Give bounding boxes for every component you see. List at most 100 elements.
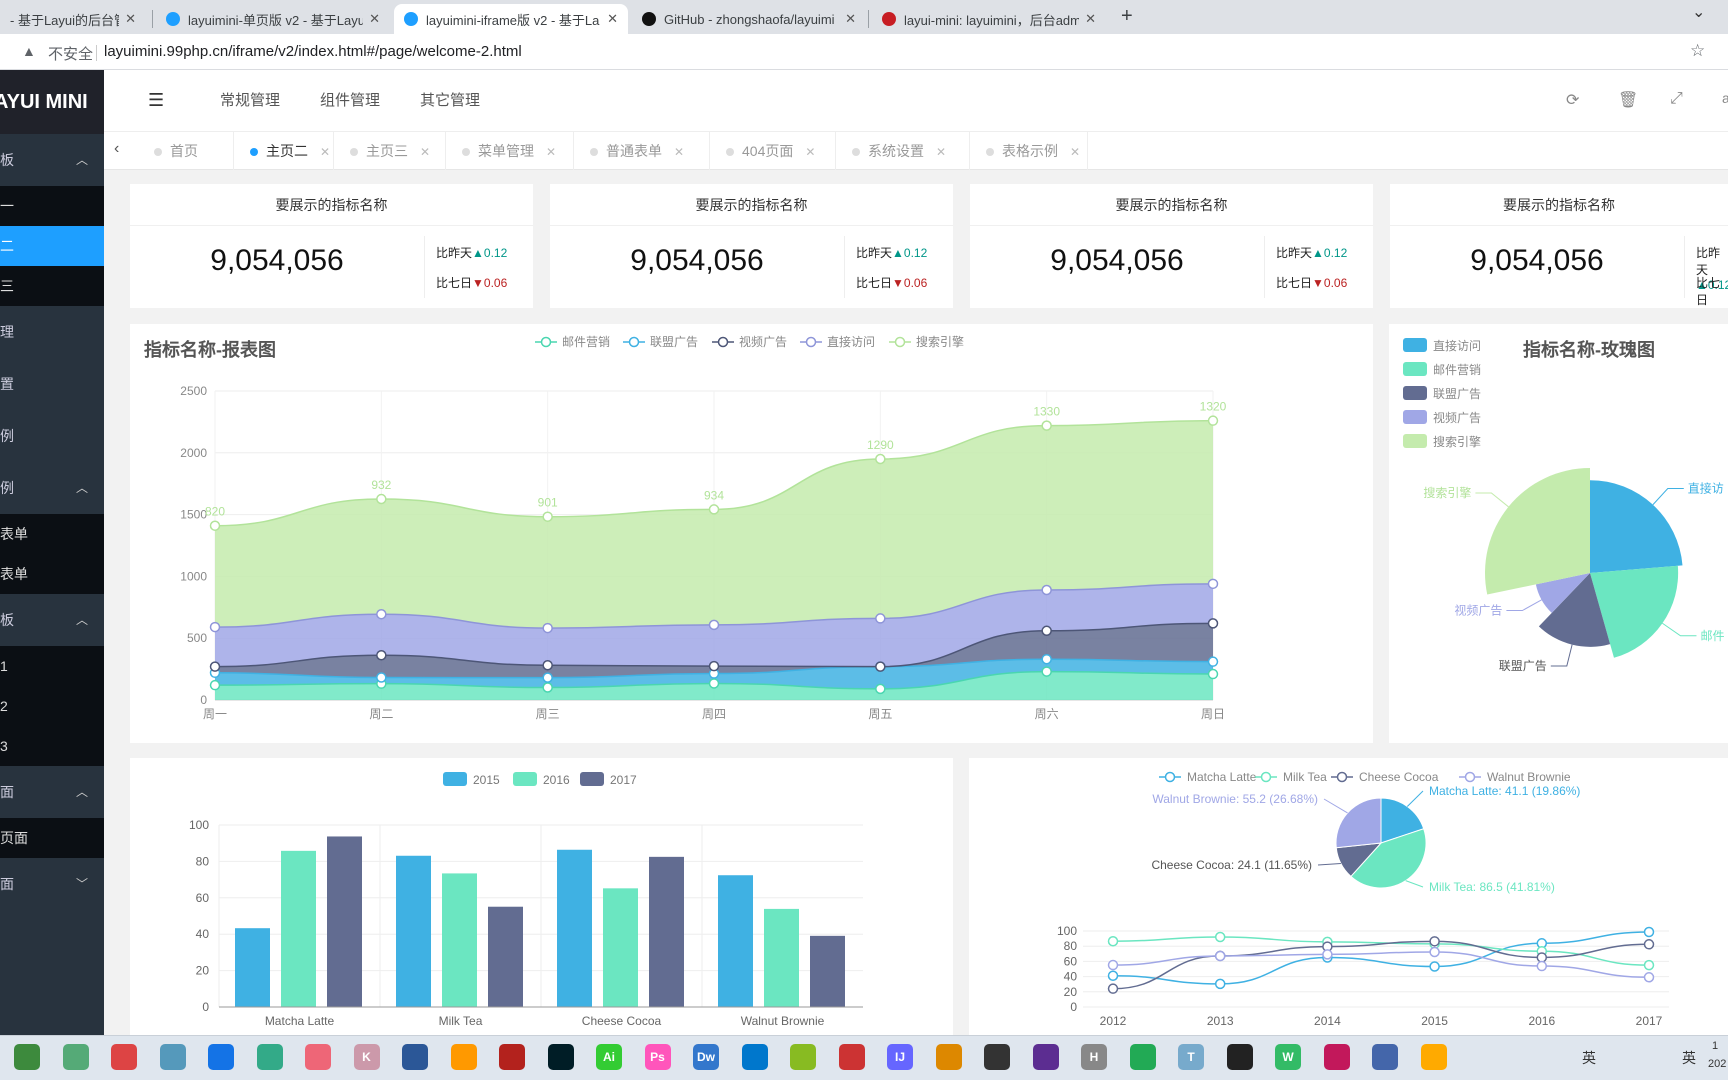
data-point[interactable] (875, 453, 886, 465)
data-point[interactable] (1041, 653, 1052, 665)
sidebar-item[interactable]: 表单 (0, 514, 104, 554)
sidebar-item[interactable]: 1 (0, 646, 104, 686)
bar[interactable] (557, 849, 592, 1007)
chevron-left-icon[interactable]: ‹ (114, 140, 120, 157)
data-point[interactable] (542, 622, 553, 634)
taskbar-app-icon[interactable]: Ps (644, 1044, 671, 1070)
taskbar-app-icon[interactable] (1129, 1044, 1156, 1070)
rose-slice[interactable] (1538, 573, 1611, 647)
taskbar-app-icon[interactable] (256, 1044, 283, 1070)
data-point[interactable] (1041, 584, 1052, 596)
data-point[interactable] (1429, 936, 1440, 947)
data-point[interactable] (1207, 415, 1219, 426)
fullscreen-icon[interactable]: ⤢ (1670, 90, 1683, 107)
close-tab-icon[interactable]: ✕ (1070, 145, 1081, 159)
taskbar-app-icon[interactable]: W (1275, 1044, 1301, 1070)
taskbar-app-icon[interactable] (935, 1044, 962, 1070)
data-point[interactable] (542, 660, 553, 671)
page-tab[interactable]: 主页二 ✕ (234, 132, 334, 170)
taskbar-app-icon[interactable] (450, 1044, 477, 1070)
legend-label[interactable]: 2016 (543, 773, 570, 787)
close-tab-icon[interactable]: ✕ (369, 11, 380, 26)
taskbar-app-icon[interactable] (402, 1044, 428, 1070)
legend-swatch[interactable] (513, 772, 537, 786)
menu-toggle-icon[interactable]: ☰ (148, 90, 165, 110)
data-point[interactable] (376, 493, 387, 505)
taskbar-app-icon[interactable] (1372, 1044, 1398, 1070)
sidebar-item[interactable]: 例 ︿ (0, 462, 104, 514)
browser-tab[interactable]: - 基于Layui的后台管理 ✕ (0, 4, 146, 34)
data-point[interactable] (376, 672, 387, 683)
taskbar-app-icon[interactable] (159, 1044, 186, 1070)
bar[interactable] (603, 888, 638, 1007)
taskbar-app-icon[interactable] (305, 1044, 331, 1070)
legend-label[interactable]: 搜索引擎 (1433, 434, 1481, 449)
legend-swatch[interactable] (580, 772, 604, 786)
legend-swatch[interactable] (1403, 386, 1427, 400)
close-tab-icon[interactable]: ✕ (320, 145, 331, 159)
data-point[interactable] (542, 672, 553, 683)
legend-label[interactable]: Walnut Brownie (1487, 770, 1571, 784)
sidebar-item[interactable]: 一 (0, 186, 104, 226)
page-tab[interactable]: 系统设置 ✕ (836, 132, 970, 170)
legend-label[interactable]: 邮件营销 (562, 335, 610, 349)
legend-marker[interactable] (628, 336, 640, 348)
taskbar-app-icon[interactable] (499, 1044, 525, 1070)
sidebar-item[interactable]: 面 ︿ (0, 766, 104, 818)
sidebar-item[interactable]: 二 (0, 226, 104, 266)
browser-tab[interactable]: layui-mini: layuimini，后台adm ✕ (872, 4, 1106, 34)
legend-marker[interactable] (540, 336, 552, 348)
topnav-item-0[interactable]: 常规管理 (219, 92, 280, 109)
data-point[interactable] (542, 682, 553, 693)
legend-label[interactable]: Milk Tea (1283, 770, 1327, 784)
user-menu[interactable]: a (1722, 90, 1728, 106)
new-tab-button[interactable]: + (1121, 5, 1133, 27)
close-tab-icon[interactable]: ✕ (805, 145, 816, 159)
data-point[interactable] (1643, 939, 1655, 950)
data-point[interactable] (1429, 961, 1440, 972)
rose-slice[interactable] (1590, 480, 1683, 573)
bar[interactable] (327, 836, 362, 1007)
taskbar-app-icon[interactable] (111, 1044, 137, 1070)
close-tab-icon[interactable]: ✕ (420, 145, 431, 159)
legend-swatch[interactable] (1403, 362, 1427, 376)
taskbar-app-icon[interactable] (62, 1044, 89, 1070)
page-tab[interactable]: 404页面 ✕ (710, 132, 836, 170)
bar[interactable] (281, 850, 316, 1007)
taskbar-app-icon[interactable] (1032, 1044, 1059, 1070)
taskbar-app-icon[interactable] (1323, 1044, 1350, 1070)
data-point[interactable] (1207, 656, 1219, 667)
data-point[interactable] (1214, 931, 1226, 943)
legend-label[interactable]: Cheese Cocoa (1359, 770, 1439, 784)
data-point[interactable] (1207, 618, 1219, 629)
sidebar-item[interactable]: 板 ︿ (0, 134, 104, 186)
page-tab[interactable]: 主页三 ✕ (334, 132, 446, 170)
close-tab-icon[interactable]: ✕ (607, 11, 618, 26)
bar[interactable] (488, 906, 523, 1007)
sidebar-item[interactable]: 3 (0, 726, 104, 766)
close-tab-icon[interactable]: ✕ (1085, 11, 1096, 26)
data-point[interactable] (1107, 959, 1119, 971)
area-series-4[interactable] (215, 420, 1213, 629)
taskbar-app-icon[interactable]: H (1081, 1044, 1107, 1070)
legend-label[interactable]: 2017 (610, 773, 637, 787)
data-point[interactable] (875, 613, 886, 624)
topnav-item-2[interactable]: 其它管理 (419, 92, 480, 109)
clock-line-1[interactable]: 1 (1712, 1040, 1719, 1052)
data-point[interactable] (376, 650, 387, 661)
taskbar-app-icon[interactable] (741, 1044, 768, 1070)
data-point[interactable] (708, 504, 720, 515)
taskbar-app-icon[interactable]: Dw (693, 1044, 719, 1070)
refresh-icon[interactable]: ⟳ (1566, 92, 1580, 109)
data-point[interactable] (1041, 420, 1052, 431)
taskbar-app-icon[interactable] (14, 1044, 40, 1070)
taskbar-app-icon[interactable]: T (1178, 1044, 1204, 1070)
insecure-label[interactable]: 不安全 (48, 46, 94, 63)
page-tab[interactable]: 首页 (138, 132, 234, 170)
legend-swatch[interactable] (1403, 410, 1427, 424)
sidebar-item[interactable]: 表单 (0, 554, 104, 594)
sidebar-item[interactable]: 三 (0, 266, 104, 306)
url-input[interactable]: layuimini.99php.cn/iframe/v2/index.html#… (104, 43, 522, 60)
app-logo[interactable]: AYUI MINI (0, 70, 104, 134)
sidebar-item[interactable]: 板 ︿ (0, 594, 104, 646)
